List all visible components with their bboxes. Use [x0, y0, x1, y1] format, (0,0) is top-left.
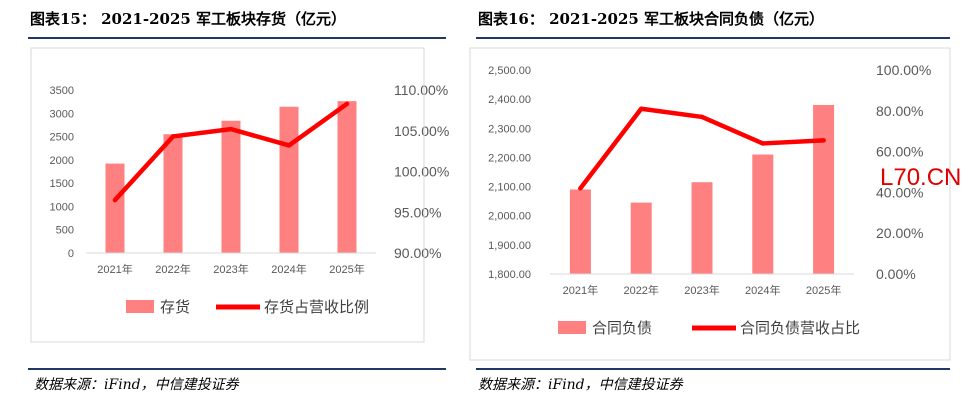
line-point [578, 186, 583, 191]
y-right-tick-label: 0.00% [876, 266, 916, 282]
y-right-tick-label: 40.00% [876, 184, 923, 200]
bar [221, 120, 241, 253]
y-left-tick-label: 1,900.00 [488, 240, 531, 252]
legend-bar-swatch [126, 300, 154, 313]
x-tick-label: 2024年 [745, 283, 780, 297]
y-left-tick-label: 2,000.00 [488, 211, 531, 223]
bar [105, 163, 125, 253]
x-tick-label: 2024年 [271, 262, 306, 276]
y-left-tick-label: 500 [56, 225, 74, 237]
bar [279, 106, 299, 253]
legend-bar-label: 存货 [160, 298, 190, 316]
chart-title: 图表15： 2021-2025 军工板块存货（亿元） [30, 10, 347, 28]
source-note: 数据来源：iFind，中信建投证券 [34, 377, 239, 393]
title-divider [28, 37, 446, 39]
chart-title: 图表16： 2021-2025 军工板块合同负债（亿元） [478, 10, 825, 28]
line-point [344, 101, 350, 107]
y-right-tick-label: 100.00% [394, 164, 449, 180]
y-left-tick-label: 2,100.00 [488, 182, 531, 194]
y-right-tick-label: 100.00% [876, 62, 931, 78]
plot-frame [469, 47, 951, 361]
source-divider [28, 368, 446, 370]
line-point [170, 134, 176, 139]
source-note: 数据来源：iFind，中信建投证券 [478, 377, 683, 393]
y-right-tick-label: 80.00% [876, 103, 923, 119]
inventory-chart: 0 500 1000 1500 2000 2500 3000 3500 90.00% 95.00%… [30, 47, 449, 343]
legend-line-label: 存货占营收比例 [264, 298, 369, 316]
line-point [228, 126, 234, 132]
source-divider [476, 368, 950, 370]
y-right-tick-label: 60.00% [876, 144, 923, 160]
legend-bar-swatch [558, 321, 586, 334]
x-tick-label: 2022年 [155, 262, 190, 276]
bar [163, 134, 183, 253]
y-left-tick-label: 0 [68, 248, 74, 260]
x-tick-label: 2023年 [684, 283, 719, 297]
watermark-text: L70.CN [880, 164, 962, 191]
y-right-tick-label: 105.00% [394, 123, 449, 139]
bar [630, 202, 652, 274]
x-tick-label: 2025年 [329, 262, 364, 276]
bar [752, 154, 774, 274]
line-point [760, 141, 765, 146]
y-left-tick-label: 2500 [50, 132, 74, 144]
plot-frame [30, 47, 425, 343]
y-right-tick-label: 20.00% [876, 225, 923, 241]
line-point [821, 138, 826, 143]
line-point [286, 143, 292, 148]
legend-bar-label: 合同负债 [592, 319, 652, 337]
bar [569, 189, 591, 274]
y-left-tick-label: 3500 [50, 85, 74, 97]
line-point [639, 106, 644, 111]
bar [691, 182, 713, 274]
x-tick-label: 2021年 [563, 283, 598, 297]
x-tick-label: 2022年 [623, 283, 658, 297]
title-divider [476, 37, 950, 39]
contract-liability-chart: 1,800.00 1,900.00 2,000.00 2,100.00 2,200.00… [469, 47, 951, 361]
y-left-tick-label: 1000 [50, 201, 74, 213]
y-left-tick-label: 3000 [50, 108, 74, 120]
y-left-tick-label: 2,500.00 [488, 65, 531, 77]
x-tick-label: 2025年 [806, 283, 841, 297]
y-right-tick-label: 90.00% [394, 245, 441, 261]
y-left-tick-label: 2000 [50, 155, 74, 167]
bar [337, 101, 357, 253]
y-left-tick-label: 1,800.00 [488, 269, 531, 281]
contract-liability-chart-panel: 图表16： 2021-2025 军工板块合同负债（亿元） 1,800.00 1,9… [469, 0, 976, 418]
line-point [112, 197, 118, 203]
y-left-tick-label: 2,200.00 [488, 152, 531, 164]
x-tick-label: 2021年 [97, 262, 132, 276]
y-left-tick-label: 1500 [50, 178, 74, 190]
x-tick-label: 2023年 [213, 262, 248, 276]
y-left-tick-label: 2,300.00 [488, 123, 531, 135]
legend-line-label: 合同负债营收占比 [740, 319, 860, 337]
series-line [578, 106, 826, 191]
y-right-tick-label: 95.00% [394, 204, 441, 220]
line-point [699, 114, 705, 120]
inventory-chart-panel: 图表15： 2021-2025 军工板块存货（亿元） 0 500 1000 1500 2… [0, 0, 449, 418]
bar [813, 104, 835, 274]
y-right-tick-label: 110.00% [394, 82, 448, 98]
y-left-tick-label: 2,400.00 [488, 94, 531, 106]
